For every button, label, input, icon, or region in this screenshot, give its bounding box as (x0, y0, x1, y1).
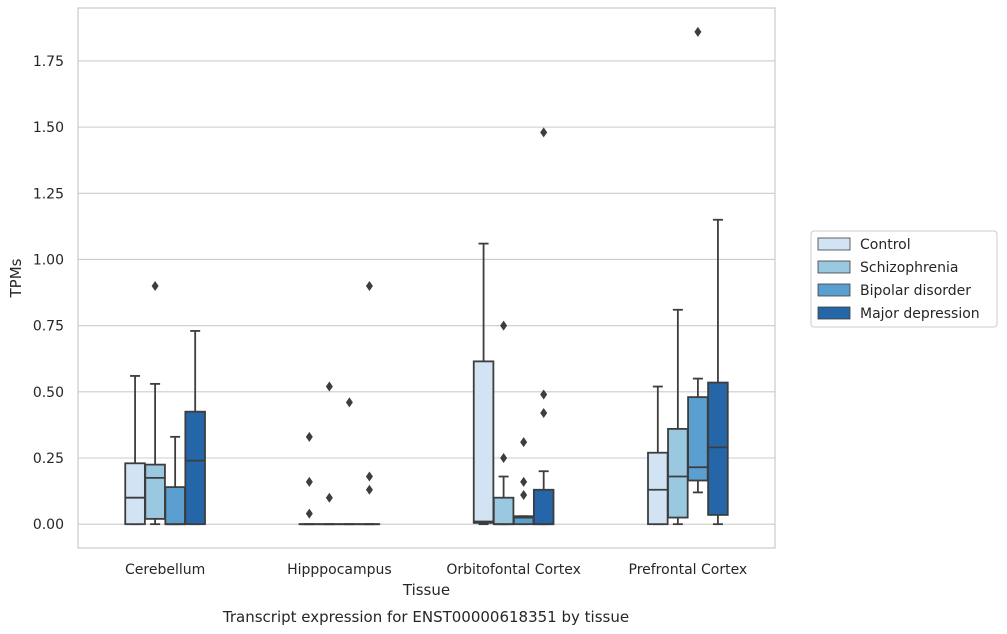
outlier-point (305, 431, 313, 442)
legend-swatch (817, 306, 851, 320)
y-tick-label: 1.75 (33, 54, 64, 70)
iqr-box (647, 451, 669, 526)
iqr-box (124, 462, 146, 526)
boxes (124, 26, 729, 526)
box-bipolar-disorder (512, 437, 535, 526)
outlier-point (500, 320, 508, 331)
box-bipolar-disorder (338, 397, 361, 526)
iqr-box (472, 360, 495, 524)
outlier-point (305, 508, 313, 519)
box-major-depression (707, 218, 729, 526)
box-major-depression (532, 127, 555, 526)
outlier-point (520, 490, 528, 501)
legend-label: Major depression (860, 306, 980, 322)
y-tick-label: 0.75 (33, 319, 64, 335)
legend-swatch (817, 260, 851, 274)
outlier-point (365, 484, 373, 495)
y-tick-label: 1.50 (33, 120, 64, 136)
box-schizophrenia (144, 280, 166, 526)
outlier-point (325, 492, 333, 503)
x-tick-label: Cerebellum (125, 562, 205, 578)
outlier-point (345, 397, 353, 408)
outlier-point (325, 381, 333, 392)
box-control (124, 375, 146, 526)
outlier-point (365, 471, 373, 482)
box-control (472, 242, 495, 526)
outlier-point (540, 127, 548, 138)
box-control (298, 431, 321, 526)
iqr-box (667, 427, 689, 519)
box-schizophrenia (318, 381, 341, 526)
x-tick-label: Hipppocampus (287, 562, 392, 578)
iqr-box (492, 496, 515, 526)
box-bipolar-disorder (164, 435, 186, 526)
outlier-point (151, 280, 159, 291)
y-tick-label: 0.50 (33, 385, 64, 401)
box-schizophrenia (492, 320, 515, 526)
y-axis-ticks: 0.00 0.25 0.50 0.75 1.00 1.25 1.50 1.75 (33, 54, 64, 533)
y-tick-label: 1.00 (33, 252, 64, 268)
outlier-point (305, 476, 313, 487)
iqr-box (707, 381, 729, 516)
plot-area-frame (77, 7, 776, 549)
outlier-point (520, 476, 528, 487)
legend-swatch (817, 283, 851, 297)
legend-frame (810, 230, 998, 328)
outlier-point (500, 453, 508, 463)
iqr-box (532, 488, 555, 526)
x-tick-label: Prefrontal Cortex (629, 562, 748, 578)
box-major-depression (358, 280, 381, 526)
outlier-point (540, 408, 548, 418)
box-control (647, 385, 669, 526)
x-axis-label: Tissue (402, 581, 450, 599)
y-tick-label: 0.00 (33, 517, 64, 533)
y-axis-label: TPMs (7, 258, 25, 298)
y-tick-label: 0.25 (33, 451, 64, 467)
outlier-point (694, 26, 702, 37)
legend-label: Control (860, 237, 911, 253)
x-tick-label: Orbitofontal Cortex (446, 562, 581, 578)
iqr-box (184, 410, 206, 526)
iqr-box (144, 463, 166, 520)
outlier-point (520, 437, 528, 448)
box-major-depression (184, 330, 206, 526)
outlier-point (365, 280, 373, 291)
box-bipolar-disorder (687, 26, 709, 494)
legend-label: Bipolar disorder (860, 283, 971, 299)
legend: Control Schizophrenia Bipolar disorder Majo… (810, 230, 998, 328)
iqr-box (164, 486, 186, 526)
box-schizophrenia (667, 308, 689, 526)
outlier-point (540, 389, 548, 400)
y-tick-label: 1.25 (33, 186, 64, 202)
legend-swatch (817, 237, 851, 251)
x-axis-ticks: Cerebellum Hipppocampus Orbitofontal Corte… (125, 562, 747, 578)
chart-caption: Transcript expression for ENST0000061835… (222, 608, 629, 626)
legend-label: Schizophrenia (860, 260, 958, 276)
